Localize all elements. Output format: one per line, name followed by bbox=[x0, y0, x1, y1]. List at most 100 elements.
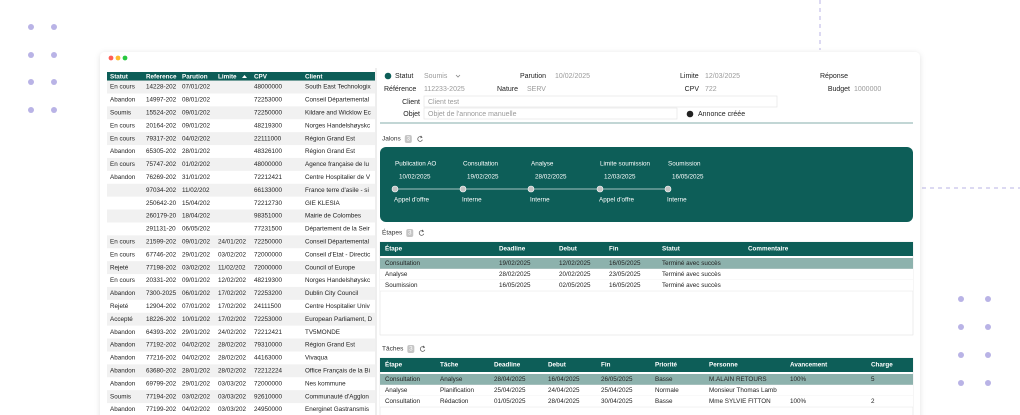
cell: 03/03/202 bbox=[218, 393, 247, 400]
cell: 30/04/2025 bbox=[601, 398, 633, 405]
row-bg bbox=[107, 286, 375, 300]
column-header: Client bbox=[305, 74, 323, 81]
cell: 72250000 bbox=[254, 238, 283, 245]
milestone-type: Appel d'offre bbox=[599, 197, 635, 204]
cell: 7300-2025 bbox=[146, 290, 177, 297]
cell: 18/04/202 bbox=[182, 213, 211, 220]
window-close[interactable] bbox=[108, 55, 114, 61]
cell: 16/05/2025 bbox=[609, 260, 641, 267]
cell: 5 bbox=[871, 376, 875, 383]
sort-arrow bbox=[242, 75, 247, 78]
cell: 28/04/2025 bbox=[548, 398, 580, 405]
column-header: Fin bbox=[601, 362, 611, 369]
cell: 14228-202 bbox=[146, 84, 177, 91]
row-selected[interactable] bbox=[380, 258, 913, 269]
cell: 72250000 bbox=[254, 109, 283, 116]
info-icon bbox=[686, 110, 694, 118]
cell: Abandon bbox=[110, 342, 136, 349]
cell: 77198-202 bbox=[146, 264, 177, 271]
row-selected[interactable] bbox=[380, 374, 913, 385]
cell: En cours bbox=[110, 135, 135, 142]
cell: 03/02/202 bbox=[218, 251, 247, 258]
cell: 10/01/202 bbox=[182, 316, 211, 323]
cell: Norges Handelshøyskc bbox=[305, 277, 370, 284]
column-header: Étape bbox=[385, 360, 403, 369]
cell: 291131-20 bbox=[146, 226, 176, 233]
cell: 23/05/2025 bbox=[609, 271, 641, 278]
cell: 07/01/202 bbox=[182, 303, 211, 310]
cell: 17/02/202 bbox=[218, 303, 247, 310]
cell: 24111500 bbox=[254, 303, 282, 310]
cell: 12/02/2025 bbox=[559, 260, 591, 267]
milestone-name: Limite soumission bbox=[600, 161, 651, 168]
cell: Nes kommune bbox=[305, 380, 346, 387]
column-header: Deadline bbox=[499, 246, 526, 253]
field-label: Réponse bbox=[820, 73, 848, 80]
table-row[interactable] bbox=[380, 385, 913, 396]
section-title: Tâches bbox=[382, 346, 404, 353]
table-row[interactable] bbox=[380, 269, 913, 280]
field-value: 112233-2025 bbox=[424, 86, 465, 93]
field-label: Statut bbox=[395, 73, 413, 80]
cell: 79310000 bbox=[254, 342, 283, 349]
cell: Abandon bbox=[110, 355, 136, 362]
cell: Kildare and Wicklow Ec bbox=[305, 109, 371, 116]
input[interactable] bbox=[423, 95, 778, 108]
cell: 92610000 bbox=[254, 393, 283, 400]
milestone-dot bbox=[527, 185, 535, 193]
milestone-type: Appel d'offre bbox=[394, 197, 430, 204]
row-bg bbox=[107, 235, 375, 249]
column-header: Limite bbox=[218, 74, 237, 81]
cell: Abandon bbox=[110, 380, 136, 387]
field-value: Objet de l'annonce manuelle bbox=[428, 111, 517, 118]
cell: 48000000 bbox=[254, 161, 283, 168]
column-header: Étape bbox=[385, 244, 403, 253]
column-header: Statut bbox=[110, 74, 129, 81]
cell: Région Grand Est bbox=[305, 342, 355, 349]
field-label: Référence bbox=[384, 86, 416, 93]
column-header: Avancement bbox=[790, 362, 828, 369]
cell: 02/05/2025 bbox=[559, 282, 591, 289]
row-bg bbox=[107, 106, 375, 120]
column-header: Reference bbox=[146, 74, 177, 81]
cell: Département de la Seir bbox=[305, 226, 370, 233]
window-maximize[interactable] bbox=[122, 55, 128, 61]
cell: 72212421 bbox=[254, 329, 283, 336]
table-row[interactable] bbox=[380, 396, 913, 407]
field-value: 722 bbox=[705, 86, 717, 93]
cell: 72212730 bbox=[254, 200, 283, 207]
cell: 48219300 bbox=[254, 122, 283, 129]
cell: Normale bbox=[655, 387, 679, 394]
window-minimize[interactable] bbox=[115, 55, 121, 61]
count: 3 bbox=[408, 230, 412, 237]
table-row[interactable] bbox=[380, 280, 913, 291]
cell: Analyse bbox=[385, 387, 408, 394]
cell: Terminé avec succès bbox=[662, 260, 721, 267]
cell: Région Grand Est bbox=[305, 148, 355, 155]
row-bg bbox=[107, 390, 375, 404]
column-header: Charge bbox=[871, 362, 893, 369]
column-header: Deadline bbox=[494, 362, 521, 369]
cell: Vivaqua bbox=[305, 355, 328, 362]
field-label: Limite bbox=[680, 73, 699, 80]
cell: Norges Handelshøyskc bbox=[305, 122, 370, 129]
cell: 77216-202 bbox=[146, 355, 177, 362]
refresh-icon[interactable] bbox=[418, 229, 425, 236]
cell: Conseil Départemental bbox=[305, 238, 369, 245]
cell: 28/04/2025 bbox=[494, 376, 526, 383]
timeline-panel bbox=[380, 147, 913, 222]
select[interactable] bbox=[421, 71, 467, 81]
row-bg bbox=[107, 338, 375, 352]
cell: 26/05/2025 bbox=[601, 376, 633, 383]
cell: 17/02/202 bbox=[218, 290, 247, 297]
cell: 260179-20 bbox=[146, 213, 177, 220]
milestone-date: 10/02/2025 bbox=[399, 174, 431, 181]
refresh-icon[interactable] bbox=[419, 345, 426, 352]
cell: 100% bbox=[790, 398, 807, 405]
cell: M.ALAIN RETOURS bbox=[709, 376, 767, 383]
refresh-icon[interactable] bbox=[417, 135, 423, 142]
cell: 77194-202 bbox=[146, 393, 177, 400]
cell: 03/02/202 bbox=[182, 264, 211, 271]
cell: South East Technologix bbox=[305, 84, 372, 91]
input[interactable] bbox=[423, 107, 678, 120]
